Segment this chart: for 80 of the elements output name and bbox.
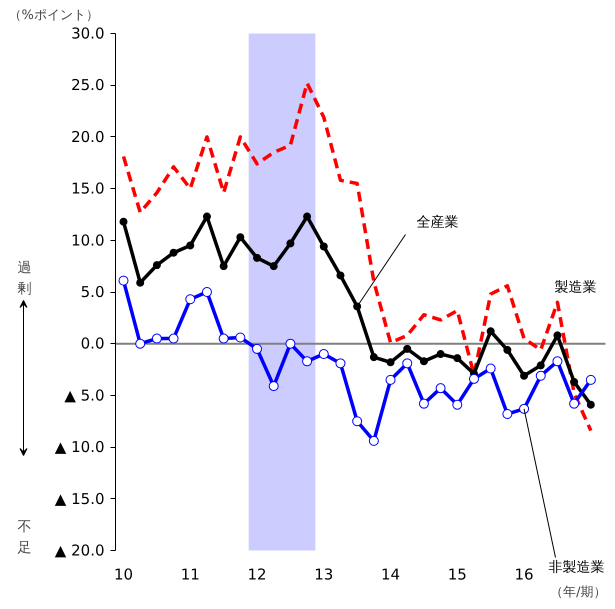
point (503, 346, 512, 354)
point (370, 353, 378, 362)
point (570, 378, 578, 386)
x-tick-label: 13 (314, 566, 334, 584)
point (453, 354, 462, 362)
y-tick-label: ▲ 20.0 (54, 542, 104, 560)
text: 過剰 (18, 260, 32, 297)
x-tick-label: 14 (380, 566, 400, 584)
point (252, 344, 262, 354)
point (486, 327, 495, 336)
point (185, 294, 196, 304)
point (552, 356, 562, 366)
text: 非製造業 (548, 560, 604, 576)
x-tick-label: 12 (247, 566, 267, 584)
x-axis-title: （年/期） (550, 585, 607, 600)
point (302, 356, 312, 366)
point (268, 381, 279, 392)
point (136, 278, 144, 287)
point (336, 271, 344, 280)
point (118, 276, 129, 286)
point (486, 364, 496, 374)
point (403, 344, 412, 353)
point (335, 358, 346, 368)
point (152, 334, 162, 344)
point (286, 239, 294, 248)
point (586, 374, 596, 385)
series-label: 製造業 (554, 280, 596, 296)
point (468, 374, 479, 384)
point (120, 218, 128, 226)
point (536, 361, 545, 370)
point (536, 370, 546, 381)
point (320, 242, 328, 250)
point (202, 287, 212, 297)
point (218, 334, 229, 344)
y-tick-label: 15.0 (71, 180, 105, 198)
point (168, 334, 179, 344)
point (436, 383, 446, 394)
point (520, 372, 528, 380)
point (170, 248, 178, 257)
y-tick-label: 25.0 (71, 76, 105, 94)
y-axis-title: （%ポイント） (8, 8, 99, 23)
y-tick-label: 10.0 (71, 231, 105, 250)
point (352, 416, 362, 426)
y-tick-label: 30.0 (71, 24, 105, 42)
point (236, 233, 244, 242)
point (452, 400, 462, 410)
y-tick-label: 20.0 (71, 128, 105, 146)
y-tick-label: 0.0 (80, 334, 105, 353)
point (553, 331, 562, 340)
point (285, 338, 296, 349)
point (368, 436, 379, 446)
point (436, 350, 445, 358)
point (420, 357, 428, 366)
point (586, 400, 595, 409)
point (235, 332, 246, 342)
point (152, 261, 161, 270)
point (402, 358, 412, 368)
point (418, 398, 429, 409)
point (220, 262, 228, 270)
y-tick-label: ▲ 10.0 (54, 438, 104, 456)
point (502, 409, 512, 420)
x-tick-label: 15 (448, 566, 467, 584)
y-tick-label: ▲ 5.0 (64, 386, 105, 404)
point (270, 262, 278, 270)
x-tick-label: 16 (514, 566, 534, 584)
point (253, 254, 262, 262)
point (386, 374, 396, 385)
text: 不足 (18, 519, 32, 556)
point (135, 338, 146, 349)
point (519, 404, 530, 414)
point (353, 302, 362, 310)
point (186, 241, 194, 250)
point (386, 358, 395, 366)
point (569, 398, 580, 409)
y-tick-label: 5.0 (80, 283, 105, 301)
y-tick-label: ▲ 15.0 (54, 490, 104, 508)
x-tick-label: 10 (114, 566, 134, 584)
text: 全産業 (416, 214, 458, 230)
x-tick-label: 11 (180, 566, 200, 584)
point (318, 349, 329, 360)
